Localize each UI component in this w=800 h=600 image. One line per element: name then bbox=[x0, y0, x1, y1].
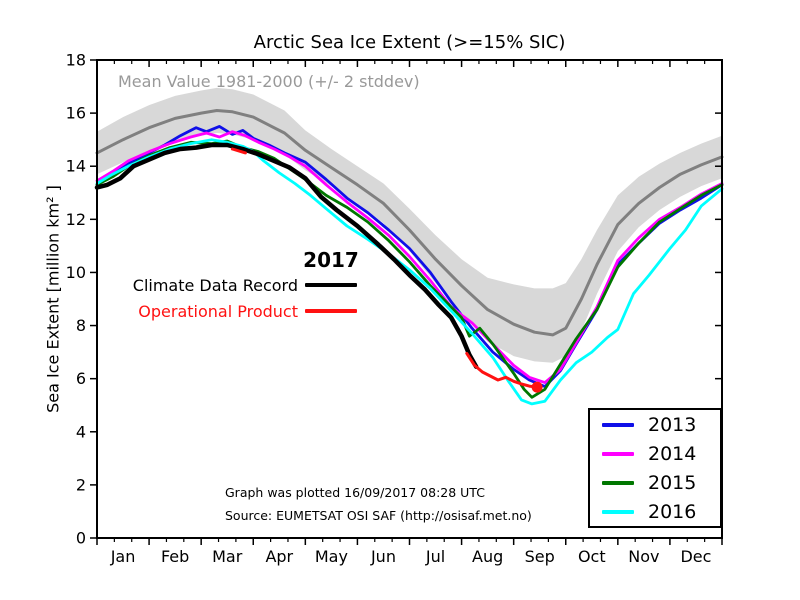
y-tick-label: 14 bbox=[66, 157, 86, 176]
band-annotation: Mean Value 1981-2000 (+/- 2 stddev) bbox=[118, 72, 420, 91]
x-tick-label: Jan bbox=[110, 547, 136, 566]
legend-year-row: 2014 bbox=[602, 441, 720, 467]
op-line-swatch bbox=[305, 309, 357, 313]
source-note: Source: EUMETSAT OSI SAF (http://osisaf.… bbox=[225, 508, 532, 523]
legend-cdr-label: Climate Data Record bbox=[132, 275, 298, 295]
legend-2017-year-row: 2017 bbox=[112, 248, 364, 272]
line-2014 bbox=[95, 130, 724, 385]
x-tick-label: Jul bbox=[425, 547, 445, 566]
y-tick-label: 18 bbox=[66, 51, 86, 70]
legend-years-box: 2013 2014 2015 2016 bbox=[588, 408, 722, 528]
year-2014-label: 2014 bbox=[648, 442, 697, 465]
x-tick-label: Nov bbox=[628, 547, 659, 566]
stddev-band bbox=[97, 87, 722, 363]
x-tick-label: Sep bbox=[525, 547, 555, 566]
line-2016 bbox=[95, 138, 724, 406]
latest-value-dot bbox=[531, 381, 543, 393]
y-tick-label: 6 bbox=[76, 369, 86, 388]
legend-2017-cdr-row: Climate Data Record bbox=[112, 272, 364, 298]
year-2015-label: 2015 bbox=[648, 471, 697, 494]
year-2016-label: 2016 bbox=[648, 500, 697, 523]
y-tick-label: 12 bbox=[66, 210, 86, 229]
y-tick-label: 10 bbox=[66, 263, 86, 282]
legend-2017-op-row: Operational Product bbox=[112, 298, 364, 324]
y-tick-label: 2 bbox=[76, 475, 86, 494]
line-2017-operational-product bbox=[465, 351, 539, 389]
x-tick-label: Dec bbox=[680, 547, 711, 566]
legend-year-row: 2015 bbox=[602, 470, 720, 496]
x-tick-label: Feb bbox=[161, 547, 189, 566]
chart-title: Arctic Sea Ice Extent (>=15% SIC) bbox=[253, 32, 566, 53]
year-2014-line-swatch bbox=[602, 451, 634, 456]
year-2013-label: 2013 bbox=[648, 413, 697, 436]
year-2015-line-swatch bbox=[602, 480, 634, 485]
x-tick-label: May bbox=[315, 547, 348, 566]
plotted-timestamp: Graph was plotted 16/09/2017 08:28 UTC bbox=[225, 485, 485, 500]
y-tick-label: 16 bbox=[66, 104, 86, 123]
legend-2017-year-label: 2017 bbox=[303, 248, 359, 272]
x-tick-label: Mar bbox=[212, 547, 243, 566]
legend-op-label: Operational Product bbox=[138, 301, 298, 321]
x-tick-label: Jun bbox=[370, 547, 396, 566]
y-tick-label: 4 bbox=[76, 422, 86, 441]
line-2017-operational-product bbox=[230, 147, 247, 155]
legend-2017: 2017 Climate Data Record Operational Pro… bbox=[112, 248, 364, 324]
line-2017-climate-data-record bbox=[94, 142, 479, 369]
x-tick-label: Aug bbox=[472, 547, 503, 566]
y-tick-label: 8 bbox=[76, 316, 86, 335]
legend-year-row: 2013 bbox=[602, 412, 720, 438]
x-tick-label: Oct bbox=[578, 547, 606, 566]
year-2016-line-swatch bbox=[602, 509, 634, 514]
cdr-line-swatch bbox=[305, 283, 357, 287]
legend-year-row: 2016 bbox=[602, 499, 720, 525]
y-axis-label: Sea Ice Extent [million km² ] bbox=[43, 185, 63, 413]
year-2013-line-swatch bbox=[602, 422, 634, 427]
x-tick-label: Apr bbox=[265, 547, 293, 566]
y-tick-label: 0 bbox=[76, 529, 86, 548]
mean-line bbox=[95, 109, 724, 337]
